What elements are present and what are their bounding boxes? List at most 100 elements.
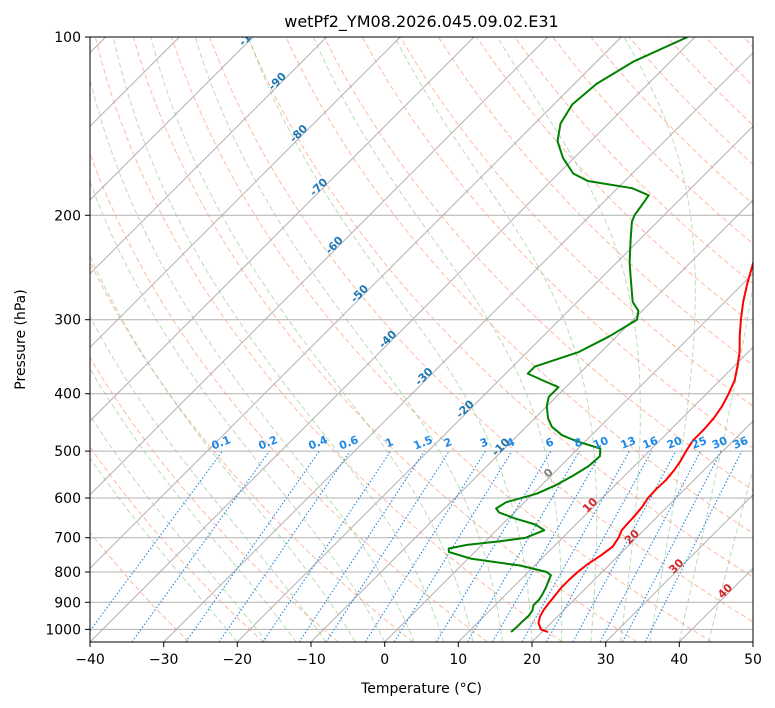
moist-adiabat-line: [90, 180, 386, 642]
x-tick-label: 50: [744, 652, 762, 668]
x-tick-label: 30: [597, 652, 615, 668]
moist-adiabat-line: [708, 467, 753, 642]
mixing-ratio-label: 8: [572, 435, 584, 450]
y-tick-label: 100: [54, 30, 81, 46]
y-tick-label: 200: [54, 208, 81, 224]
mixing-ratio-line: [435, 450, 552, 642]
mixing-ratio-lines: [90, 450, 743, 642]
isotherm-line: [90, 37, 549, 496]
x-axis-label: Temperature (°C): [360, 681, 482, 697]
dry-adiabat-line: [90, 531, 190, 642]
moist-adiabat-line: [678, 282, 753, 642]
y-axis-label: Pressure (hPa): [13, 289, 29, 389]
isotherm-line: [90, 37, 328, 275]
dry-adiabat-line: [90, 356, 339, 642]
dry-adiabat-line: [209, 37, 753, 623]
moist-adiabat-line: [194, 37, 503, 642]
moist-adiabat-line: [90, 76, 415, 642]
moist-adiabat-line: [90, 414, 268, 642]
dry-adiabat-line: [285, 37, 753, 535]
mixing-ratio-line: [325, 450, 450, 642]
x-tick-label: 20: [523, 652, 541, 668]
mixing-ratio-label: 36: [731, 434, 750, 452]
chart-title: wetPf2_YM08.2026.045.09.02.E31: [284, 12, 558, 32]
mixing-ratio-label: 16: [641, 434, 660, 452]
x-tick-label: 0: [380, 652, 389, 668]
mixing-ratio-line: [393, 450, 513, 642]
dry-adiabat-line: [132, 37, 638, 642]
x-tick-label: −20: [223, 652, 253, 668]
mixing-ratio-label: 3: [478, 435, 490, 450]
dry-adiabat-line: [361, 37, 753, 449]
mixing-ratio-line: [545, 450, 653, 642]
mixing-ratio-label: 2: [442, 435, 454, 450]
dewpoint-line: [447, 37, 689, 633]
mixing-ratio-line: [131, 450, 270, 642]
y-tick-label: 400: [54, 387, 81, 403]
mixing-ratio-label: 10: [591, 434, 610, 452]
isotherm-line: [90, 37, 622, 570]
isotherm-line: [236, 125, 753, 642]
mixing-ratio-line: [298, 450, 425, 642]
mixing-ratio-label: 1: [383, 435, 395, 450]
y-tick-label: 800: [54, 565, 81, 581]
dry-adiabat-line: [247, 37, 753, 578]
isotherm-line: [90, 37, 475, 422]
moist-adiabat-line: [496, 37, 641, 642]
y-tick-label: 1000: [45, 622, 81, 638]
x-tick-label: 10: [449, 652, 467, 668]
mixing-ratio-label: 20: [665, 434, 684, 452]
y-tick-label: 500: [54, 444, 81, 460]
isotherm-line: [384, 272, 753, 642]
isotherm-line: [90, 37, 696, 642]
dry-adiabat-line: [437, 37, 753, 366]
plot-frame: [89, 36, 754, 643]
isotherm-line: [310, 199, 753, 642]
x-tick-label: −30: [149, 652, 179, 668]
mixing-ratio-line: [364, 450, 486, 642]
moist-adiabat-line: [90, 457, 238, 642]
mixing-ratio-line: [185, 450, 320, 642]
y-tick-label: 700: [54, 531, 81, 547]
isotherm-line: [90, 37, 254, 201]
dry-adiabat-line: [171, 37, 712, 642]
moist-adiabat-line: [623, 37, 696, 642]
x-tick-label: −10: [296, 652, 326, 668]
moist-adiabat-line: [394, 37, 598, 642]
temperature-line: [537, 259, 753, 633]
x-tick-label: 40: [670, 652, 688, 668]
x-axis: −40 −30 −20 −10 0 10 20 30 40 50: [75, 642, 762, 668]
mixing-ratio-line: [218, 450, 351, 642]
adiabats: [90, 37, 753, 642]
dry-adiabat-line: [399, 37, 753, 407]
mixing-ratio-line: [644, 450, 743, 642]
x-tick-label: −40: [75, 652, 105, 668]
mixing-ratio-line: [621, 450, 722, 642]
y-tick-label: 600: [54, 491, 81, 507]
mixing-ratio-label: 25: [690, 434, 709, 452]
dry-adiabat-line: [90, 446, 264, 642]
moist-adiabat-line: [90, 315, 327, 642]
isotherm-line: [531, 420, 753, 642]
isotherm-label: -100: [236, 20, 265, 49]
dry-adiabat-line: [514, 37, 753, 285]
moist-adiabat-line: [247, 37, 533, 642]
mixing-ratio-label: 13: [619, 434, 638, 452]
mixing-ratio-label: 30: [710, 434, 729, 452]
y-tick-label: 300: [54, 313, 81, 329]
dry-adiabat-line: [94, 37, 563, 642]
y-axis: 100 200 300 400 500 600 700 800 900 1000: [45, 30, 90, 638]
grid-lines: [90, 37, 753, 642]
dry-adiabat-line: [90, 152, 488, 642]
isotherm-line: [163, 51, 753, 642]
profile-lines: [447, 37, 753, 633]
plot-area: 0.10.20.40.611.52346810131620253036-100-…: [90, 20, 753, 642]
dry-adiabat-line: [323, 37, 753, 491]
mixing-ratio-line: [521, 450, 630, 642]
moist-adiabat-line: [90, 254, 356, 642]
isotherm-line: [605, 493, 753, 642]
moist-adiabat-line: [112, 37, 445, 642]
isotherm-line: [457, 346, 753, 642]
